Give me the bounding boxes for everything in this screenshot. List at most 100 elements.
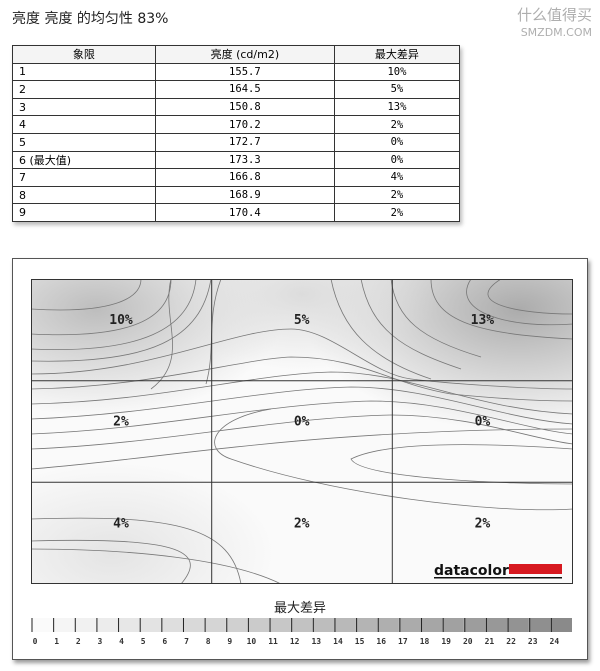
plot-border: [31, 279, 573, 584]
colorbar-segment: [52, 618, 75, 632]
contour-line: [31, 386, 573, 425]
quadrant-cell: 7: [12, 168, 156, 187]
contour-line: [31, 400, 573, 435]
contour-line: [31, 539, 191, 584]
contour-line: [31, 517, 242, 584]
watermark-url: SMZDM.COM: [520, 26, 592, 39]
colorbar-tick-label: 6: [162, 637, 167, 646]
luminance-table: 象限 亮度 (cd/m2) 最大差异 1 155.7 10% 2 164.5 5% 3 150.8…: [12, 45, 461, 222]
colorbar-segment: [312, 618, 334, 632]
colorbar-segment: [182, 618, 205, 632]
column-header: 最大差异: [333, 45, 461, 64]
watermark-text: 什么值得买: [516, 6, 592, 24]
colorbar-segment: [74, 618, 96, 632]
colorbar-tick-label: 23: [528, 637, 538, 646]
colorbar-segment: [485, 618, 508, 632]
colorbar-segment: [398, 618, 421, 632]
quadrant-cell: 8: [12, 185, 156, 205]
colorbar-tick-label: 19: [441, 637, 451, 646]
page-title: 亮度 亮度 的均匀性 83%: [12, 11, 169, 27]
cell-value-label: 2%: [113, 415, 129, 430]
colorbar-tick-label: 10: [247, 637, 257, 646]
luminance-cell: 170.2: [154, 115, 335, 134]
quadrant-cell: 2: [12, 80, 156, 99]
luminance-cell: 155.7: [154, 62, 335, 82]
colorbar-segment: [31, 618, 53, 632]
colorbar-segment: [247, 618, 270, 632]
watermark: 什么值得买 SMZDM.COM: [517, 6, 592, 42]
colorbar-tick-label: 20: [463, 637, 473, 646]
colorbar: 0 1 2 3 4 5 6 7 8 9 10 11 12 13 14 15 16 17 18 19 20 21 22 23 24: [31, 618, 572, 646]
luminance-cell: 164.5: [154, 80, 335, 99]
colorbar-tick-label: 15: [355, 637, 365, 646]
cell-value-label: 0%: [475, 415, 491, 430]
table-row: 7 166.8 4%: [12, 168, 461, 187]
max-diff-cell: 5%: [333, 80, 461, 99]
quadrant-cell: 9: [12, 203, 156, 222]
max-diff-cell: 10%: [333, 62, 461, 82]
contour-line: [31, 279, 142, 311]
colorbar-tick-label: 0: [33, 637, 38, 646]
colorbar-tick-label: 2: [76, 637, 81, 646]
colorbar-tick-label: 24: [550, 637, 560, 646]
colorbar-tick-label: 11: [268, 637, 278, 646]
contour-line: [31, 414, 573, 450]
colorbar-segment: [333, 618, 356, 632]
colorbar-segment: [420, 618, 443, 632]
contour-line: [466, 279, 573, 326]
table-row: 3 150.8 13%: [12, 97, 461, 117]
max-diff-cell: 2%: [333, 185, 461, 205]
contour-line: [31, 328, 573, 390]
luminance-cell: 170.4: [154, 203, 335, 222]
colorbar-segment: [225, 618, 248, 632]
luminance-cell: 150.8: [154, 97, 335, 117]
contour-line: [31, 428, 573, 470]
colorbar-tick-label: 16: [376, 637, 386, 646]
max-diff-cell: 13%: [333, 97, 461, 117]
cell-value-label: 10%: [109, 313, 133, 328]
colorbar-tick-label: 14: [333, 637, 343, 646]
cell-value-label: 13%: [471, 313, 495, 328]
contour-line: [31, 371, 573, 415]
luminance-cell: 173.3: [154, 150, 335, 170]
column-header: 亮度 (cd/m2): [154, 45, 335, 64]
datacolor-logo: datacolor: [434, 563, 562, 579]
max-diff-cell: 2%: [333, 115, 461, 134]
colorbar-tick-label: 17: [398, 637, 408, 646]
colorbar-tick-label: 12: [290, 637, 300, 646]
colorbar-tick-label: 4: [119, 637, 124, 646]
colorbar-tick-label: 22: [506, 637, 516, 646]
colorbar-segment: [139, 618, 161, 632]
contour-line: [31, 548, 282, 584]
quadrant-cell: 4: [12, 115, 156, 134]
colorbar-segment: [528, 618, 551, 632]
contour-line: [330, 279, 432, 380]
table-row: 5 172.7 0%: [12, 132, 461, 152]
colorbar-segment: [507, 618, 529, 632]
column-header: 象限: [12, 45, 156, 64]
colorbar-tick-label: 8: [206, 637, 211, 646]
cell-value-label: 0%: [294, 415, 310, 430]
luminance-cell: 172.7: [154, 132, 335, 152]
cell-value-label: 5%: [294, 313, 310, 328]
quadrant-cell: 1: [12, 62, 156, 82]
contour-line: [214, 408, 573, 511]
cell-value-label: 2%: [475, 516, 491, 531]
contour-line: [487, 279, 573, 315]
contour-plot: 10% 5% 13% 2% 0% 0% 4% 2% 2% datacolor: [31, 279, 573, 584]
table-header: 象限 亮度 (cd/m2) 最大差异: [12, 45, 461, 64]
table-row: 4 170.2 2%: [12, 115, 461, 134]
colorbar-segment: [290, 618, 313, 632]
quadrant-cell: 3: [12, 97, 156, 117]
colorbar-tick-label: 13: [311, 637, 321, 646]
colorbar-segment: [204, 618, 226, 632]
colorbar-tick-label: 3: [98, 637, 103, 646]
table-row: 6 (最大值) 173.3 0%: [12, 150, 461, 170]
contour-line: [31, 356, 573, 402]
colorbar-tick-label: 21: [485, 637, 495, 646]
contour-line: [31, 279, 212, 362]
contour-line: [150, 279, 173, 390]
luminance-cell: 166.8: [154, 168, 335, 187]
colorbar-segment: [355, 618, 378, 632]
cell-value-label: 2%: [294, 516, 310, 531]
